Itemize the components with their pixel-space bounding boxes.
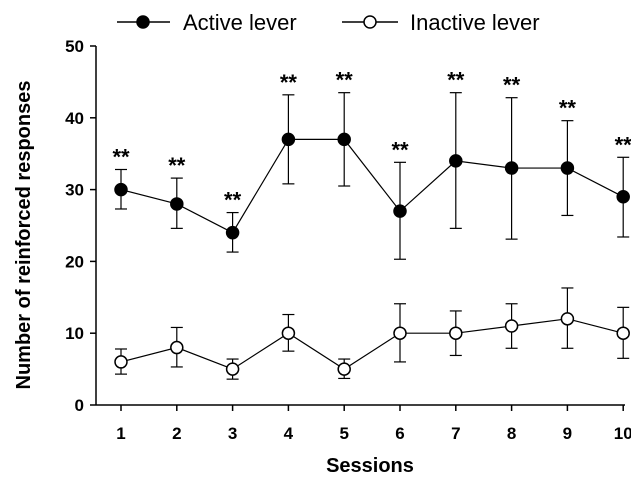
y-tick-label: 0 — [75, 396, 84, 415]
significance-label: ** — [503, 73, 521, 98]
data-point — [560, 161, 575, 175]
significance-label: ** — [168, 153, 186, 178]
y-tick-label: 40 — [65, 109, 84, 128]
data-point — [337, 132, 351, 147]
x-tick-label: 6 — [395, 424, 404, 443]
legend-label-active: Active lever — [183, 10, 297, 35]
x-tick-label: 1 — [116, 424, 125, 443]
y-tick-label: 20 — [65, 252, 84, 271]
y-tick-label: 30 — [65, 181, 84, 200]
axes: 0 10 20 30 40 50 1 2 3 4 5 6 7 8 9 10 — [65, 37, 631, 443]
x-tick-label: 4 — [284, 424, 294, 443]
data-point — [281, 132, 296, 147]
significance-label: ** — [280, 70, 298, 95]
significance-label: ** — [112, 144, 130, 169]
x-tick-label: 7 — [451, 424, 460, 443]
series-layer: ** ** ** ** ** ** ** ** ** ** — [112, 68, 631, 380]
data-point — [225, 362, 240, 376]
x-tick-label: 3 — [228, 424, 237, 443]
x-tick-label: 10 — [614, 424, 631, 443]
series-line — [120, 318, 624, 370]
data-point — [504, 161, 519, 175]
significance-label: ** — [224, 188, 242, 213]
legend-label-inactive: Inactive lever — [410, 10, 540, 35]
data-point — [170, 340, 184, 355]
x-tick-label: 8 — [507, 424, 516, 443]
data-point — [616, 326, 630, 340]
significance-label: ** — [391, 137, 409, 162]
series-line — [120, 138, 624, 234]
legend-entry-active-lever: Active lever — [117, 10, 297, 35]
series-inactive-lever — [114, 287, 630, 380]
significance-label: ** — [615, 132, 631, 157]
x-tick-label: 2 — [172, 424, 181, 443]
data-point — [560, 312, 575, 326]
data-point — [449, 154, 463, 168]
data-point — [449, 326, 463, 340]
y-axis-title: Number of reinforced responses — [13, 81, 35, 390]
legend-marker-active — [136, 15, 150, 29]
legend: Active lever Inactive lever — [117, 10, 540, 35]
legend-marker-inactive — [363, 15, 377, 29]
data-point — [114, 355, 128, 369]
legend-entry-inactive-lever: Inactive lever — [342, 10, 540, 35]
data-point — [504, 319, 519, 333]
data-point — [393, 326, 407, 340]
data-point — [225, 225, 240, 240]
data-point — [170, 197, 184, 211]
x-tick-label: 5 — [339, 424, 348, 443]
x-axis-title: Sessions — [326, 455, 414, 477]
significance-label: ** — [336, 68, 354, 93]
series-active-lever: ** ** ** ** ** ** ** ** ** ** — [112, 68, 631, 260]
significance-label: ** — [559, 96, 577, 121]
data-point — [337, 362, 351, 376]
data-point — [114, 182, 128, 197]
significance-label: ** — [447, 68, 465, 93]
y-tick-label: 50 — [65, 37, 84, 56]
y-tick-label: 10 — [65, 324, 84, 343]
data-point — [616, 190, 630, 204]
data-point — [393, 204, 407, 218]
x-tick-label: 9 — [563, 424, 572, 443]
data-point — [281, 326, 296, 340]
